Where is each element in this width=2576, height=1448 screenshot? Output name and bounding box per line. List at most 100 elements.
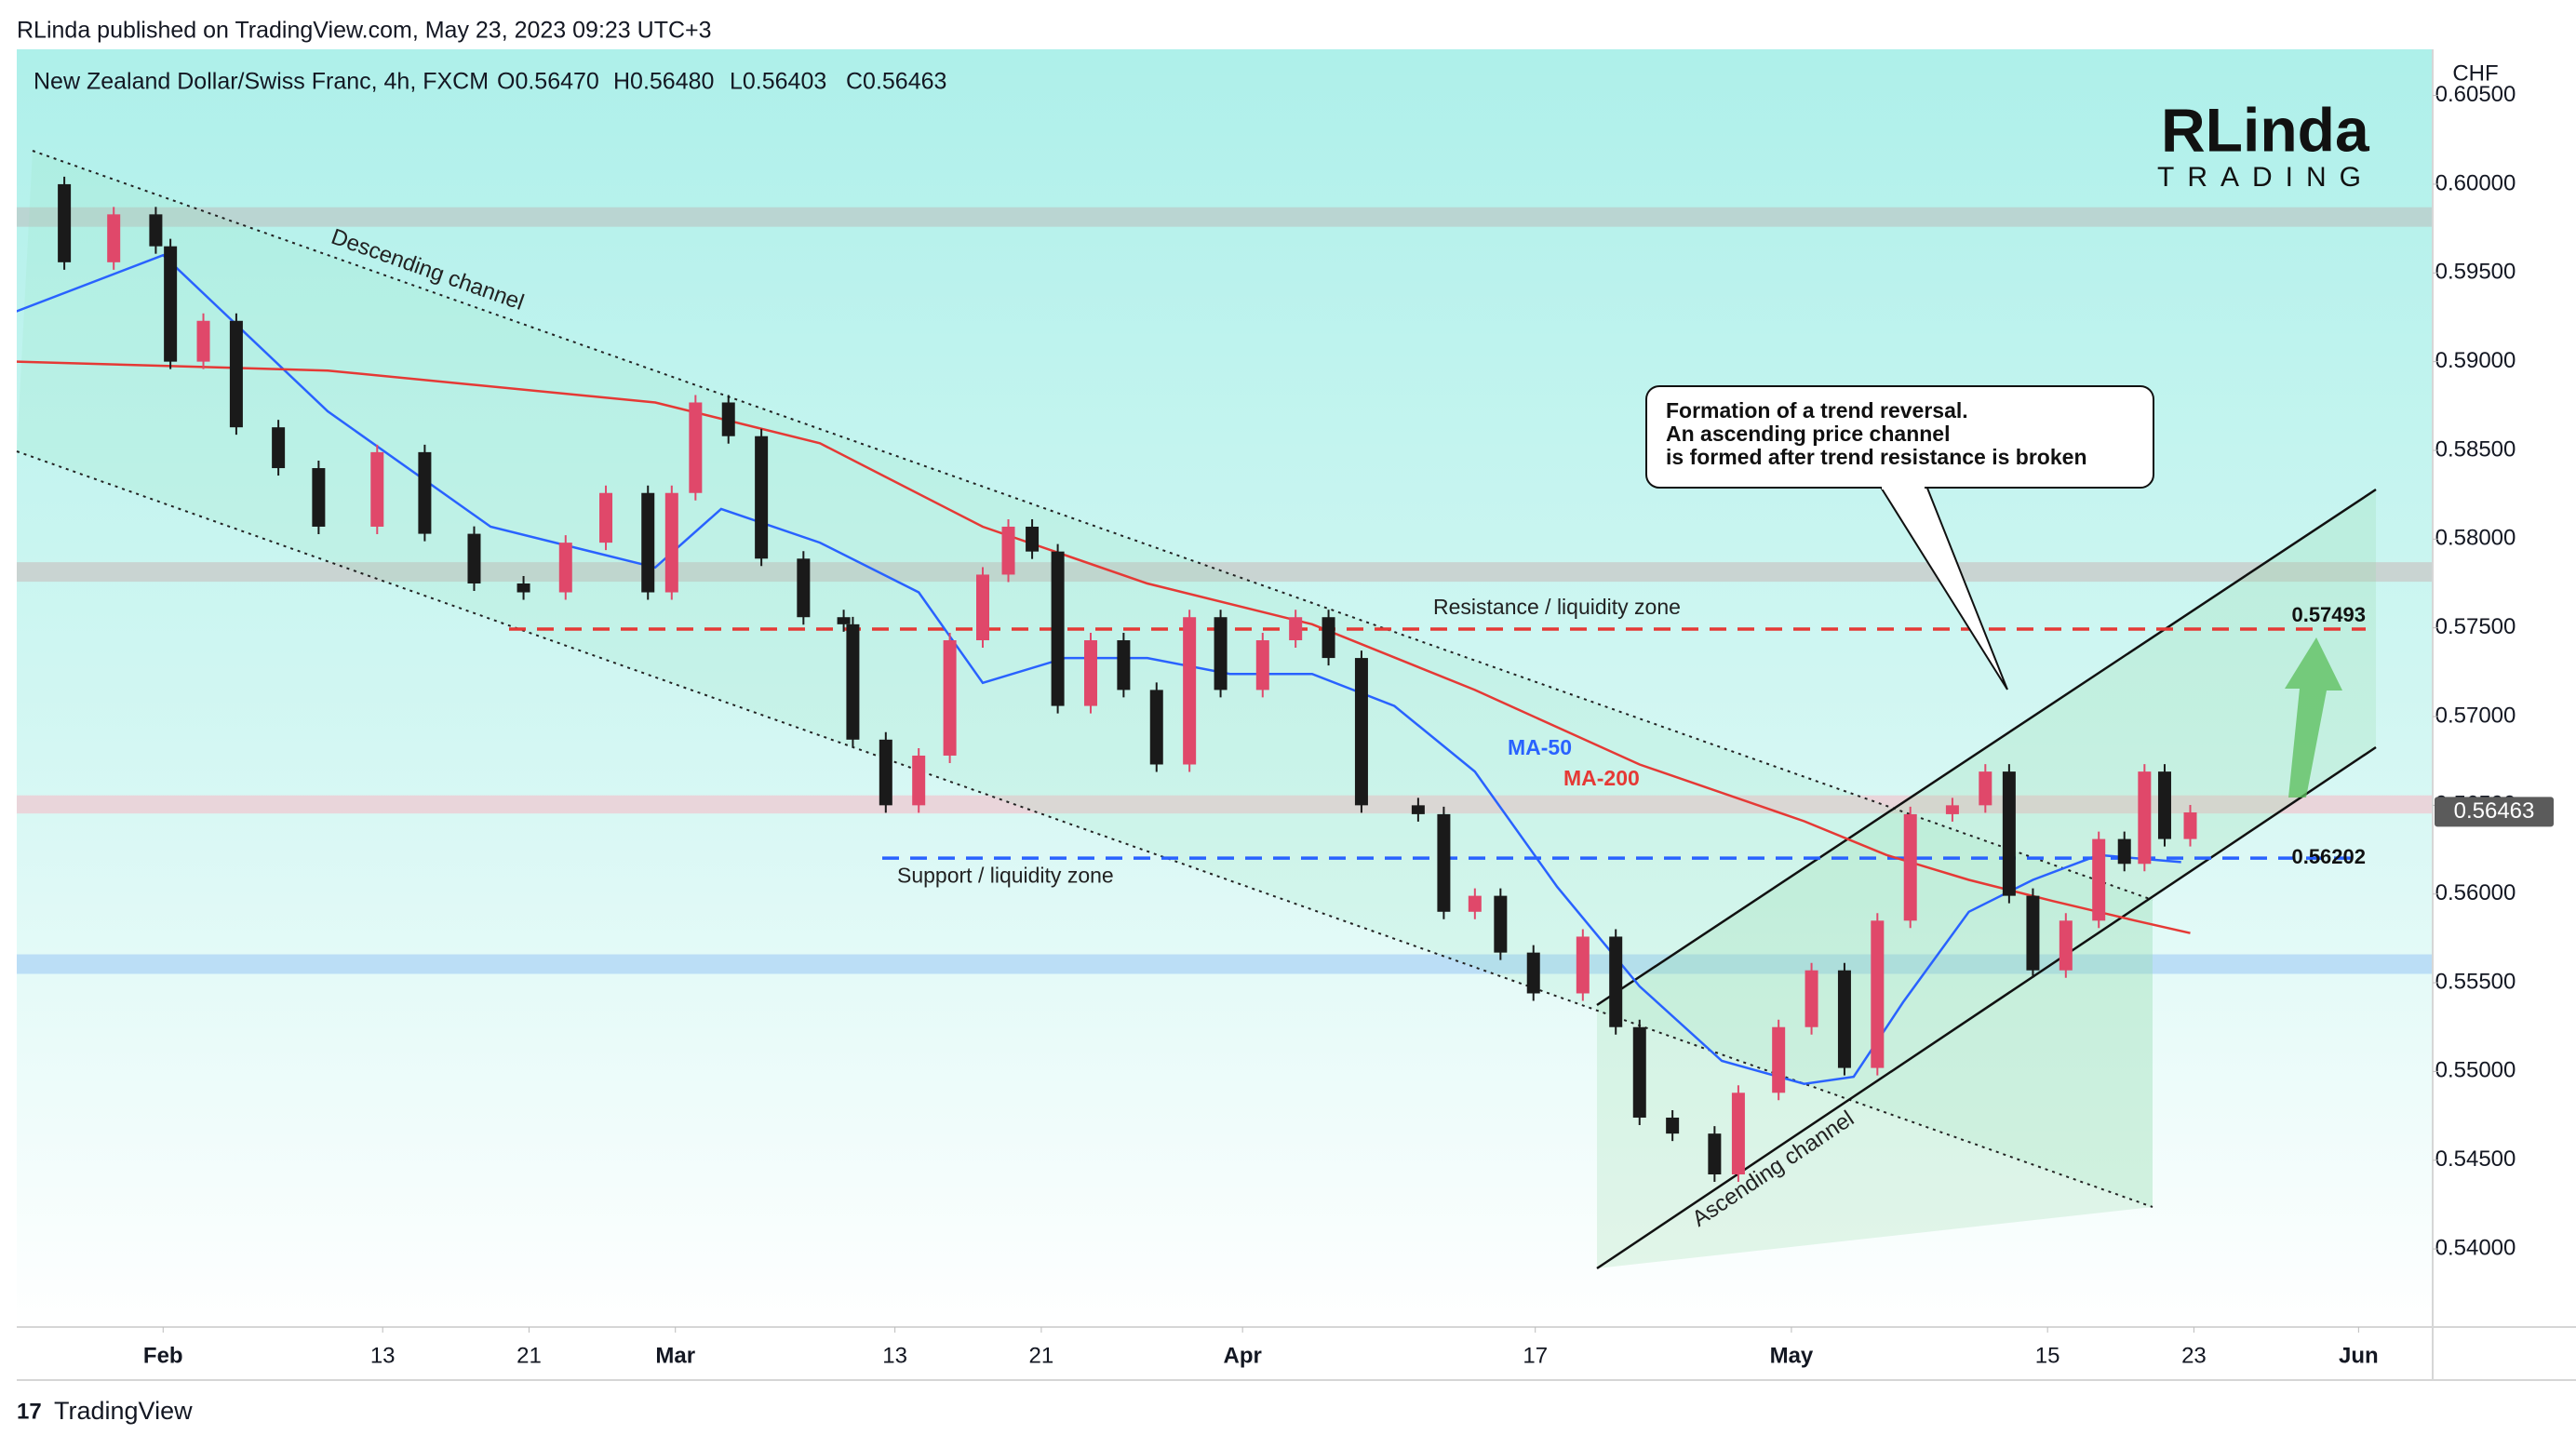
candle-body [58, 183, 72, 262]
zone [17, 795, 2432, 814]
zone [17, 207, 2432, 227]
candle-body [1494, 895, 1508, 953]
candle-body [164, 246, 178, 362]
candle-body [641, 492, 655, 593]
callout-text: is formed after trend resistance is brok… [1666, 445, 2087, 469]
candle-body [1526, 952, 1540, 994]
ma-label: MA-200 [1563, 766, 1640, 790]
last-price-box [2435, 797, 2554, 827]
level-value: 0.57493 [2291, 603, 2366, 626]
candle-body [1051, 551, 1065, 706]
candle-body [1026, 526, 1040, 552]
ascending-channel-fill [1597, 489, 2376, 1268]
candle-body [1149, 690, 1163, 765]
y-tick-label: 0.57500 [2435, 614, 2516, 639]
callout-joint [1882, 482, 1925, 489]
candle-body [1666, 1117, 1680, 1134]
y-tick-label: 0.59500 [2435, 260, 2516, 285]
level-label: Support / liquidity zone [897, 863, 1114, 887]
candle-body [149, 214, 163, 247]
x-tick-label: 21 [517, 1343, 542, 1368]
y-tick-label: 0.54000 [2435, 1235, 2516, 1260]
candle-body [1871, 920, 1885, 1068]
candle-body [2117, 838, 2131, 865]
candle-body [558, 543, 572, 593]
x-tick-label: Feb [143, 1343, 183, 1368]
candle-body [2002, 771, 2016, 896]
x-tick-label: Apr [1223, 1343, 1261, 1368]
callout-text: Formation of a trend reversal. [1666, 398, 1968, 422]
candle-body [943, 640, 957, 756]
x-tick-label: 13 [370, 1343, 396, 1368]
descending-channel-lower [16, 450, 2153, 1208]
candle-body [2059, 920, 2073, 971]
levels: 0.57493 Resistance / liquidity zone 0.5620… [509, 595, 2366, 887]
ohlc-value: H0.56480 [613, 69, 714, 95]
candle-body [976, 574, 989, 641]
x-tick-label: 15 [2035, 1343, 2060, 1368]
candle-body [1083, 640, 1097, 706]
candle-body [1411, 805, 1425, 814]
currency: CHF [2452, 60, 2498, 86]
candle-body [1354, 658, 1368, 806]
zone [17, 954, 2432, 974]
candle-body [1609, 936, 1623, 1027]
y-tick-label: 0.58000 [2435, 526, 2516, 551]
logo-sub: TRADING [2157, 162, 2374, 193]
ohlc-value: C0.56463 [846, 69, 946, 95]
candle-body [846, 623, 860, 740]
candle-body [721, 402, 735, 436]
candle-body [912, 755, 926, 806]
candle-body [2026, 895, 2040, 971]
candle-body [837, 617, 851, 624]
moving-averages [17, 253, 2191, 1085]
candle-body [664, 492, 678, 593]
candle-body [1183, 617, 1197, 765]
candle-body [2092, 838, 2106, 921]
candles [58, 176, 2197, 1183]
ma-line [17, 253, 2181, 1085]
y-tick-label: 0.58500 [2435, 436, 2516, 462]
footer: TradingView [54, 1397, 193, 1425]
candle-body [312, 468, 326, 527]
candle-body [272, 427, 286, 469]
candle-body [1214, 617, 1228, 690]
callout-text: An ascending price channel [1666, 422, 1950, 446]
candle-body [1805, 970, 1818, 1027]
candle-body [229, 320, 243, 428]
candle-body [1289, 617, 1303, 641]
ohlc-value: L0.56403 [730, 69, 826, 95]
candle-body [1632, 1026, 1646, 1118]
candle-body [1437, 813, 1451, 912]
candle-body [879, 739, 892, 806]
ohlc: O0.56470 H0.56480 L0.56403 C0.56463 [497, 69, 946, 95]
candle-body [107, 214, 121, 262]
symbol-title: New Zealand Dollar/Swiss Franc, 4h, FXCM [34, 69, 489, 95]
descending-channel-upper [32, 150, 2153, 901]
candle-body [2138, 771, 2152, 865]
candle-body [1979, 771, 1992, 806]
level-label: Resistance / liquidity zone [1433, 595, 1681, 619]
candle-body [1731, 1093, 1745, 1175]
header: RLinda published on TradingView.com, May… [17, 18, 712, 44]
level-value: 0.56202 [2291, 845, 2366, 868]
y-tick-label: 0.54500 [2435, 1146, 2516, 1172]
y-tick-label: 0.59000 [2435, 348, 2516, 373]
y-tick-label: 0.56000 [2435, 880, 2516, 905]
candle-body [1772, 1026, 1786, 1093]
y-tick-label: 0.60000 [2435, 170, 2516, 195]
x-tick-label: Jun [2339, 1343, 2379, 1368]
callout: Formation of a trend reversal. An ascend… [1645, 385, 2154, 690]
y-tick-label: 0.55000 [2435, 1058, 2516, 1083]
candle-body [1001, 526, 1015, 575]
y-tick-label: 0.57000 [2435, 703, 2516, 728]
x-tick-label: 13 [882, 1343, 907, 1368]
candle-body [517, 583, 530, 593]
candle-body [1468, 895, 1482, 912]
candle-body [1903, 813, 1917, 921]
ascending-channel-lower [1596, 745, 2377, 1270]
candle-body [1117, 640, 1131, 690]
x-tick-label: 21 [1029, 1343, 1054, 1368]
